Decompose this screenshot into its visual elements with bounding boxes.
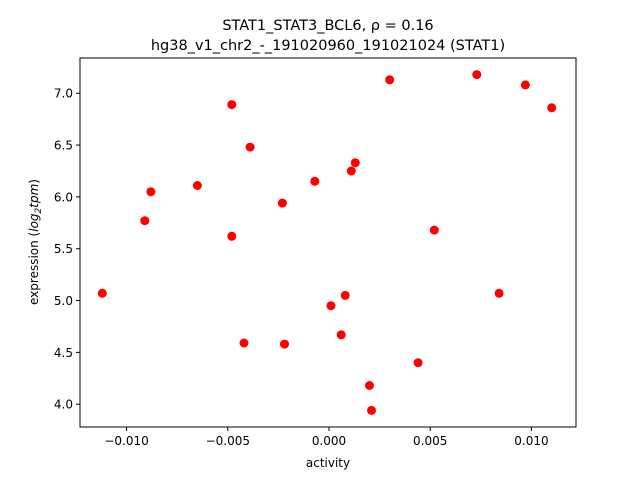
- data-point-22: [494, 288, 504, 298]
- data-point-13: [340, 290, 350, 300]
- y-tick-label-6: 7.0: [54, 87, 73, 101]
- data-point-10: [310, 176, 320, 186]
- data-point-14: [346, 166, 356, 176]
- y-axis-label-tpm: tpm: [27, 184, 41, 208]
- y-axis-label-suffix: ): [27, 179, 41, 184]
- y-axis-label: expression (log2tpm): [27, 179, 44, 305]
- y-axis-label-log: log: [27, 213, 41, 232]
- data-point-19: [413, 358, 423, 368]
- data-point-21: [472, 70, 482, 80]
- data-point-2: [146, 187, 156, 197]
- data-point-8: [277, 198, 287, 208]
- data-point-20: [429, 225, 439, 235]
- data-point-0: [97, 288, 107, 298]
- data-point-5: [227, 231, 237, 241]
- data-point-7: [245, 142, 255, 152]
- data-point-12: [336, 330, 346, 340]
- data-point-16: [365, 381, 374, 390]
- y-tick-label-2: 5.0: [54, 294, 73, 308]
- y-tick-label-1: 4.5: [54, 346, 73, 360]
- x-tick-label-3: 0.005: [413, 434, 447, 448]
- data-point-24: [547, 103, 557, 113]
- data-point-3: [192, 181, 202, 190]
- chart-title-line2: hg38_v1_chr2_-_191020960_191021024 (STAT…: [151, 38, 505, 54]
- data-point-9: [280, 339, 289, 349]
- x-axis-label: activity: [306, 456, 350, 470]
- data-point-23: [520, 80, 530, 90]
- x-tick-label-1: −0.005: [206, 434, 250, 448]
- data-points: [97, 70, 557, 415]
- data-point-4: [227, 100, 237, 110]
- y-axis-ticks: 4.0 4.5 5.0 5.5 6.0 6.5 7.0: [54, 87, 80, 412]
- y-tick-label-3: 5.5: [54, 242, 73, 256]
- data-point-1: [140, 216, 150, 226]
- chart-title-line1: STAT1_STAT3_BCL6, ρ = 0.16: [222, 18, 433, 34]
- x-tick-label-0: −0.010: [104, 434, 148, 448]
- data-point-17: [367, 405, 376, 415]
- x-axis-ticks: −0.010 −0.005 0.000 0.005 0.010: [104, 427, 549, 448]
- y-axis-label-prefix: expression (: [27, 232, 41, 305]
- data-point-11: [326, 301, 336, 311]
- y-axis-label-sub: 2: [34, 207, 44, 213]
- x-tick-label-2: 0.000: [312, 434, 346, 448]
- data-point-15: [350, 158, 360, 168]
- y-tick-label-5: 6.5: [54, 139, 73, 153]
- y-tick-label-0: 4.0: [54, 398, 73, 412]
- data-point-18: [385, 75, 395, 85]
- plot-frame: [79, 57, 577, 428]
- y-tick-label-4: 6.0: [54, 190, 73, 204]
- data-point-6: [239, 338, 249, 348]
- x-tick-label-4: 0.010: [514, 434, 548, 448]
